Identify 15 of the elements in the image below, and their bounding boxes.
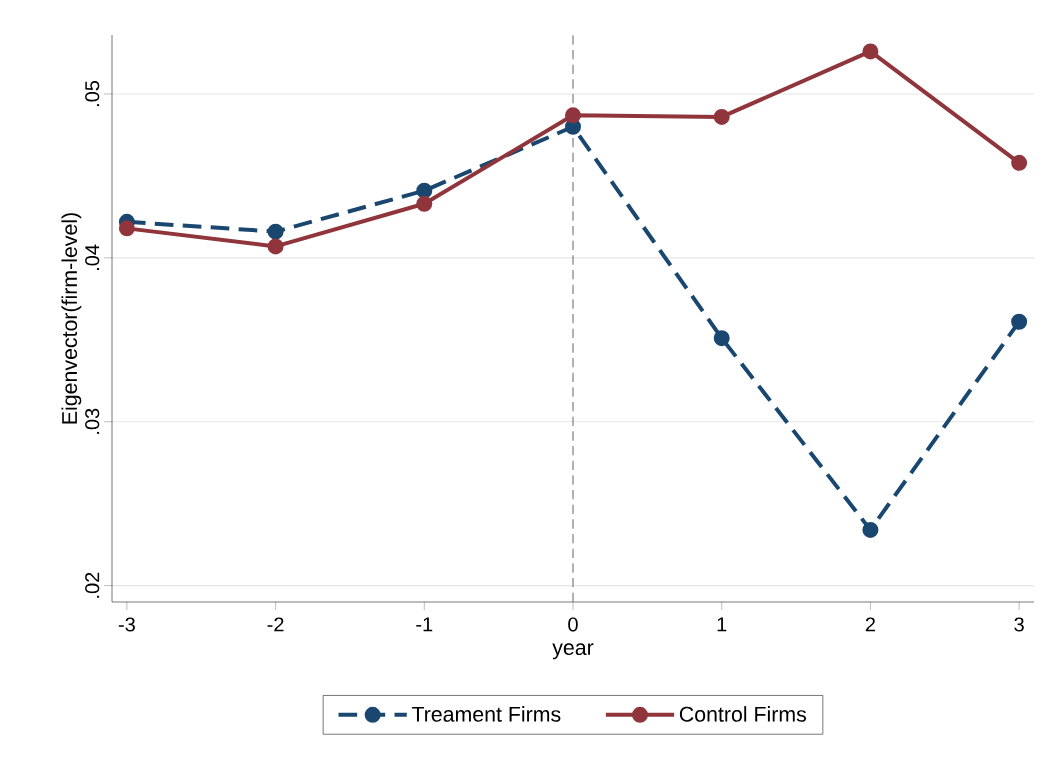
x-tick-label: 3 — [1014, 617, 1024, 632]
x-tick-label: 2 — [865, 617, 875, 632]
x-tick-label: -3 — [118, 617, 135, 632]
y-axis-title: Eigenvector(firm-level) — [61, 213, 82, 424]
x-axis-title: year — [552, 643, 594, 660]
y-tick-label: .05 — [85, 80, 100, 107]
legend-label: Treament Firms — [411, 706, 561, 722]
y-tick-label: .04 — [85, 244, 100, 270]
legend-label: Control Firms — [679, 706, 807, 722]
x-tick-label: -1 — [416, 617, 433, 632]
x-tick-label: 0 — [568, 617, 578, 632]
x-tick-label: -2 — [267, 617, 284, 632]
y-tick-label: .03 — [85, 408, 100, 434]
y-tick-label: .02 — [85, 572, 100, 598]
x-tick-label: 1 — [717, 617, 727, 632]
